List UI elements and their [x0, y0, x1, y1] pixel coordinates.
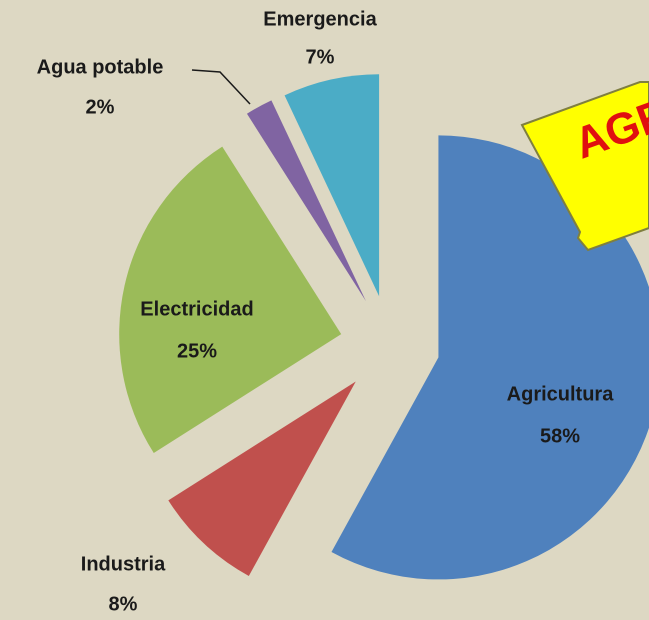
slice-value-label: 25% [177, 340, 217, 362]
slice-label: Agua potable [37, 56, 164, 78]
pie-slice [168, 381, 356, 576]
pie-slice [119, 146, 342, 454]
slice-label: Electricidad [140, 298, 253, 320]
slice-value-label: 2% [86, 96, 115, 118]
pie-slice [246, 100, 366, 302]
leader-line [191, 69, 251, 105]
pie-slice [331, 135, 649, 580]
slice-value-label: 7% [306, 46, 335, 68]
slice-value-label: 58% [540, 425, 580, 447]
slice-label: Industria [81, 553, 166, 575]
pie-slice [284, 74, 380, 297]
slice-value-label: 8% [109, 593, 138, 615]
banner [520, 81, 649, 252]
slice-label: Agricultura [507, 383, 615, 405]
slice-label: Emergencia [263, 8, 377, 30]
